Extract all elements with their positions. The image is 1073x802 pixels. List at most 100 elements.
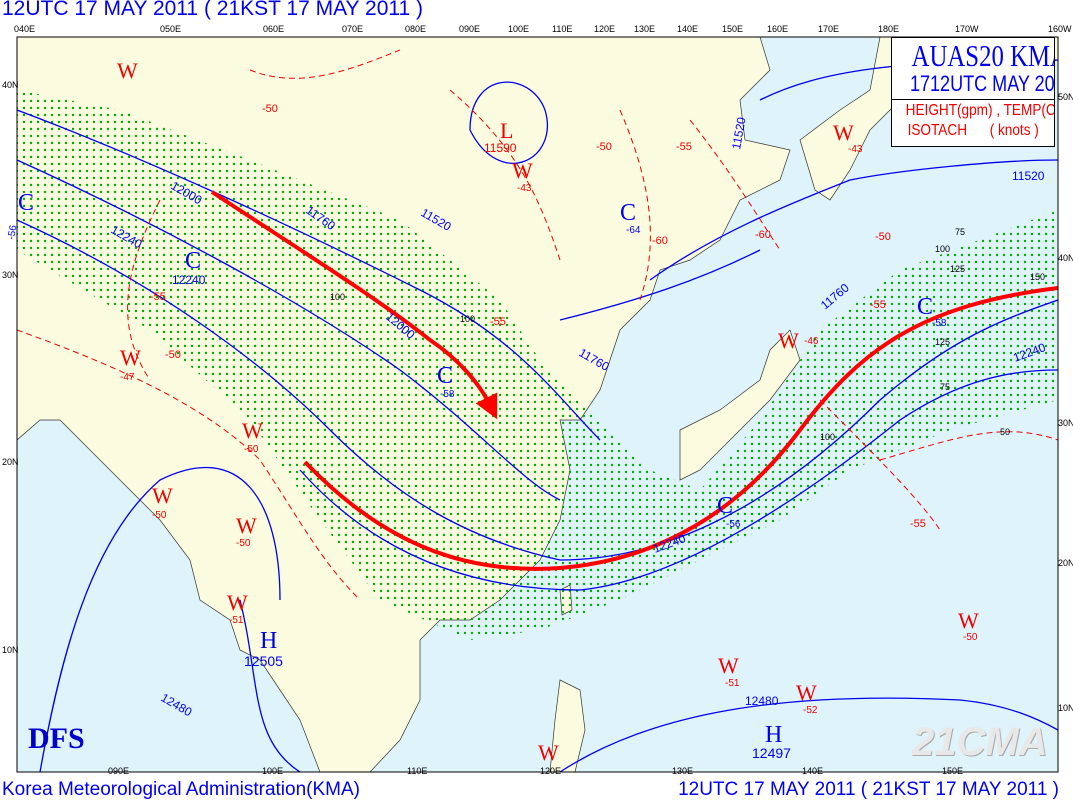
lat-label: 20N — [1058, 558, 1073, 568]
svg-text:C: C — [620, 200, 636, 226]
svg-text:C: C — [917, 294, 933, 320]
svg-text:W: W — [833, 120, 854, 145]
svg-text:W: W — [958, 608, 979, 633]
svg-text:-58: -58 — [932, 318, 947, 329]
warm-center: W-50 — [236, 513, 257, 549]
warm-center: W-43 — [512, 158, 533, 194]
svg-text:-50: -50 — [244, 444, 259, 455]
svg-text:W: W — [538, 740, 559, 765]
philippines — [549, 679, 586, 772]
contour-label: 11520 — [1012, 169, 1045, 183]
lon-label: 110E — [407, 766, 427, 776]
svg-text:-50: -50 — [236, 538, 251, 549]
warm-center: W-50 — [958, 608, 979, 643]
temp-label: -50 — [596, 141, 612, 153]
isotach-label: 75 — [940, 382, 950, 392]
bottom-longitude-labels: 090E 100E 110E 120E 130E 140E 150E — [108, 766, 963, 776]
svg-text:W: W — [152, 483, 173, 508]
isotach-label: 50 — [1000, 427, 1010, 437]
svg-text:-43: -43 — [848, 144, 863, 155]
temp-label: -55 — [910, 518, 926, 530]
contour-label: 12480 — [745, 694, 779, 708]
lat-label: 40N — [1058, 253, 1073, 263]
svg-text:H: H — [260, 628, 277, 654]
svg-text:-47: -47 — [120, 372, 135, 383]
warm-center: W-52 — [796, 680, 818, 716]
warm-center: W-43 — [833, 120, 863, 155]
warm-center: W-50 — [242, 418, 263, 455]
footer-time: 12UTC 17 MAY 2011 ( 21KST 17 MAY 2011 ) — [678, 779, 1059, 800]
svg-text:-58: -58 — [440, 389, 455, 400]
warm-center: W -46 — [778, 328, 819, 353]
contour-label: 11520 — [729, 116, 748, 151]
svg-text:W: W — [796, 680, 817, 705]
lon-label: 100E — [508, 24, 529, 34]
svg-text:W: W — [242, 418, 263, 443]
lat-label: 10N — [1058, 703, 1073, 713]
dfs-logo: DFS — [28, 722, 85, 755]
isotach-label: 125 — [950, 264, 965, 274]
temp-label: -55 — [150, 291, 166, 303]
svg-text:-51: -51 — [229, 615, 244, 626]
lon-label: 150E — [942, 766, 963, 776]
warm-centers: W W-47 W-50 W-50 W-50 W-51 W-43 W -46 W-4… — [117, 58, 979, 765]
lon-label: 070E — [342, 24, 363, 34]
temp-label: -55 — [870, 299, 886, 311]
cold-center: C-56 — [717, 493, 741, 530]
svg-text:-50: -50 — [963, 632, 978, 643]
isotach-label: 100 — [820, 432, 835, 442]
isotach-label: 75 — [955, 227, 965, 237]
legend-line-height-temp: HEIGHT(gpm) , TEMP(C) — [905, 102, 1055, 119]
temp-label: -55 — [676, 141, 692, 153]
legend-line-isotach: ISOTACH ( knots ) — [907, 122, 1039, 139]
isotach-labels: 100 100 100 125 75 125 100 75 150 50 — [330, 227, 1045, 442]
map-frame — [16, 36, 1059, 773]
temp-label: -60 — [755, 229, 771, 241]
product-code: AUAS20 KMA — [911, 38, 1055, 73]
lon-label: 100E — [262, 766, 283, 776]
temp-label: -55 — [490, 316, 506, 328]
svg-text:W: W — [117, 58, 138, 83]
cold-center: C-58 — [437, 363, 455, 400]
svg-text:W: W — [120, 345, 141, 370]
warm-center: W-51 — [718, 653, 740, 689]
lon-label: 080E — [405, 24, 426, 34]
svg-text:C: C — [717, 493, 733, 519]
svg-text:-51: -51 — [725, 678, 740, 689]
lon-label: 180E — [878, 24, 899, 34]
lon-label: 150E — [722, 24, 743, 34]
agency-name: Korea Meteorological Administration(KMA) — [2, 779, 360, 800]
svg-text:-52: -52 — [803, 705, 818, 716]
lon-label: 110E — [552, 24, 572, 34]
lat-label: 30N — [1058, 418, 1073, 428]
warm-center: W -47 — [120, 345, 141, 383]
svg-text:W: W — [236, 513, 257, 538]
lon-label: 130E — [634, 24, 655, 34]
top-longitude-labels: 040E 050E 060E 070E 080E 090E 100E 110E … — [14, 24, 1072, 34]
lon-label: 160E — [767, 24, 788, 34]
svg-text:C: C — [18, 190, 34, 216]
lon-label: 060E — [263, 24, 284, 34]
lat-label: 50N — [1058, 92, 1073, 102]
lon-label: 160W — [1048, 24, 1072, 34]
svg-text:-43: -43 — [517, 183, 532, 194]
svg-text:H: H — [765, 722, 782, 748]
lon-label: 140E — [802, 766, 823, 776]
isotach-label: 125 — [935, 337, 950, 347]
cold-center: C-56 — [6, 190, 34, 241]
svg-text:C: C — [185, 248, 201, 274]
jet-stream-axis-east — [303, 286, 1058, 571]
svg-text:W: W — [778, 328, 799, 353]
cold-center: C-58 — [917, 294, 947, 329]
lon-label: 090E — [459, 24, 480, 34]
jet-stream-arrow-west — [210, 190, 498, 420]
right-latitude-labels: 50N 40N 30N 20N 10N — [1058, 92, 1073, 713]
valid-time: 1712UTC MAY 2011 — [909, 71, 1055, 96]
temp-label: -50 — [262, 103, 278, 115]
